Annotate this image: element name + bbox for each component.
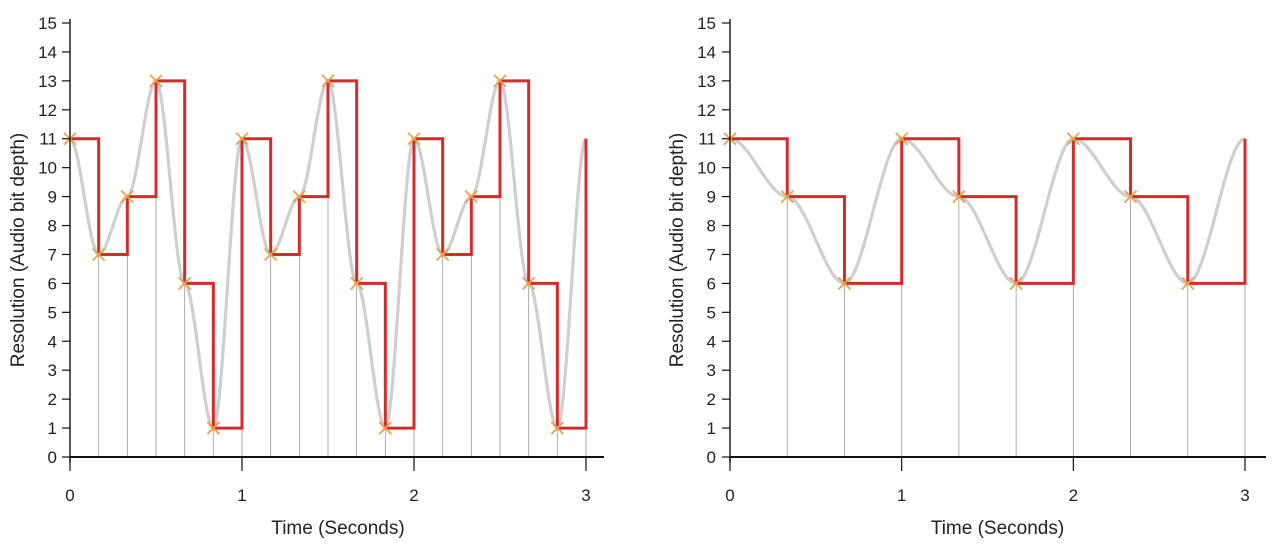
x-axis-title: Time (Seconds) [271,518,404,539]
y-tick-label: 2 [48,390,57,409]
sample-marker [436,247,450,262]
x-tick-label: 3 [581,486,590,505]
y-tick-label: 7 [48,245,57,264]
x-tick-label: 3 [1240,486,1249,505]
y-tick-label: 5 [707,303,716,322]
y-tick-label: 11 [698,130,716,149]
x-axis-title: Time (Seconds) [931,518,1064,539]
sample-marker [92,247,106,262]
sample-marker [1181,276,1195,291]
y-tick-label: 14 [38,43,57,62]
x-tick-label: 1 [237,486,246,505]
y-tick-label: 9 [707,188,716,207]
y-tick-label: 6 [707,274,716,293]
sample-marker [522,276,536,291]
y-tick-label: 3 [48,361,57,380]
sample-marker [780,189,794,204]
quantized-step-line [730,137,1247,285]
sample-marker [149,74,163,88]
y-tick-label: 12 [38,101,57,120]
y-tick-label: 5 [48,303,57,322]
y-tick-label: 13 [38,72,57,91]
x-tick-label: 0 [65,486,74,505]
y-tick-label: 0 [707,448,716,467]
sample-marker [292,189,306,204]
y-tick-label: 7 [707,245,716,264]
y-tick-label: 14 [697,43,716,62]
sample-marker [550,421,564,435]
y-tick-label: 10 [38,159,57,178]
y-tick-label: 4 [707,332,716,351]
sample-marker [837,276,852,291]
sample-marker [952,189,966,204]
y-tick-label: 8 [48,217,57,236]
y-tick-label: 8 [707,217,716,236]
y-tick-label: 13 [697,72,716,91]
x-tick-label: 0 [725,486,734,505]
sample-marker [350,276,364,291]
y-tick-label: 10 [697,159,716,178]
sample-marker [120,189,134,204]
sample-marker [1123,189,1138,204]
y-tick-label: 0 [48,448,57,467]
y-tick-label: 3 [707,361,716,380]
sample-marker [1009,276,1023,291]
sample-marker [378,421,392,435]
sample-marker [464,189,478,204]
analog-signal-line [729,137,1246,285]
sample-marker [407,132,421,146]
y-tick-label: 6 [48,274,57,293]
sample-marker [264,247,278,262]
x-tick-label: 2 [1069,486,1078,505]
y-tick-label: 11 [39,130,57,149]
y-tick-label: 12 [697,101,716,120]
sample-marker [235,132,249,146]
y-tick-label: 4 [48,332,57,351]
x-tick-label: 2 [409,486,418,505]
y-tick-label: 1 [48,419,57,438]
sample-marker [321,74,335,88]
y-axis-title: Resolution (Audio bit depth) [8,133,29,367]
sample-marker [206,421,220,435]
sample-marker [178,276,192,291]
sample-marker [1066,132,1080,146]
sample-marker [493,74,507,88]
y-tick-label: 15 [38,14,57,33]
y-tick-label: 2 [707,390,716,409]
y-tick-label: 1 [707,419,716,438]
sample-marker [895,132,909,146]
y-tick-label: 15 [697,14,716,33]
y-axis-title: Resolution (Audio bit depth) [667,133,688,367]
x-tick-label: 1 [897,486,906,505]
y-tick-label: 9 [48,188,57,207]
